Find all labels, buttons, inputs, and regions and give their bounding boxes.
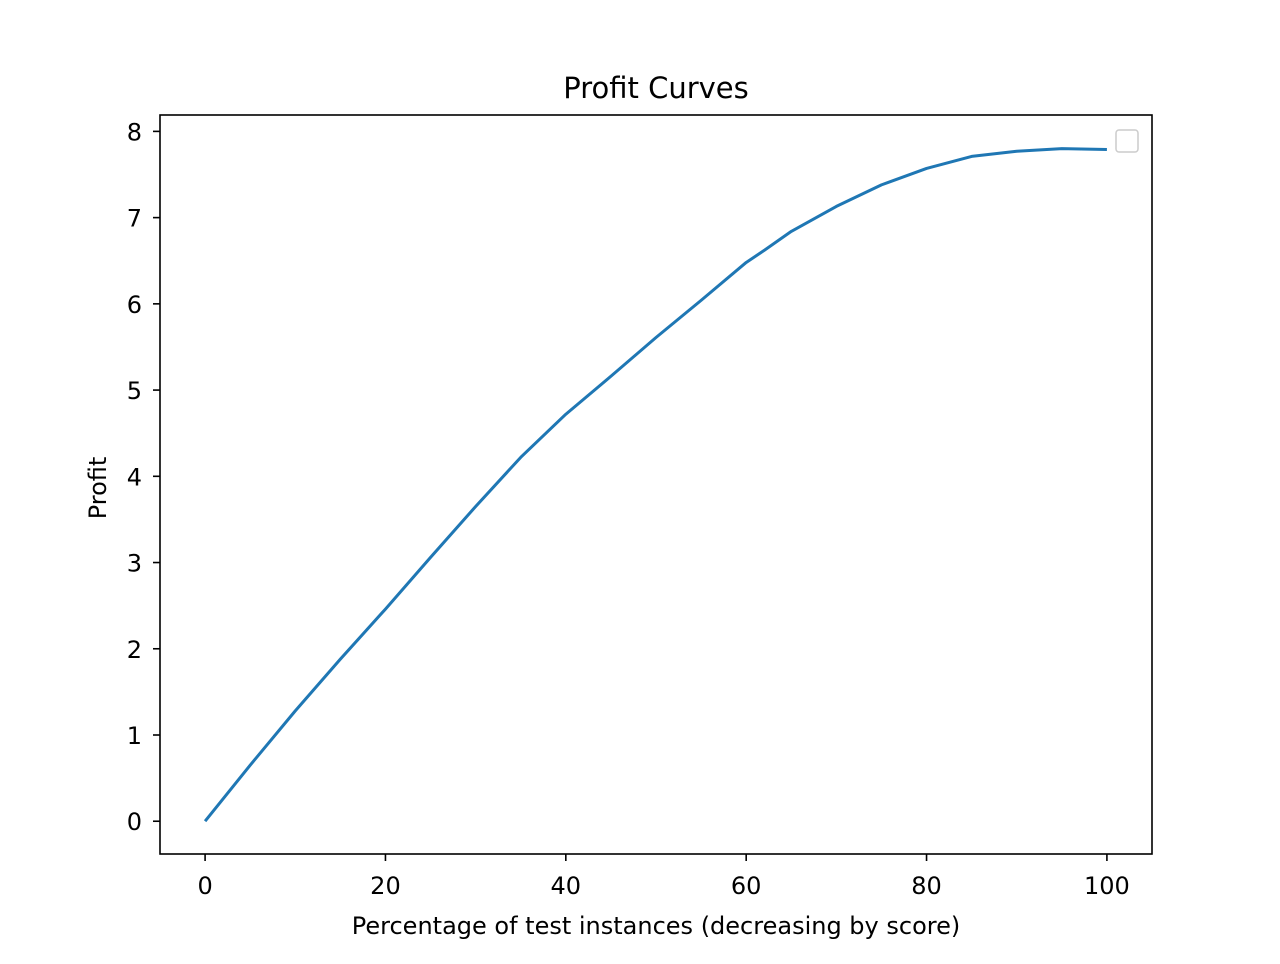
legend-box <box>1115 129 1139 153</box>
x-axis-label: Percentage of test instances (decreasing… <box>352 912 960 940</box>
y-axis-label: Profit <box>84 457 112 520</box>
x-tick-label: 80 <box>911 872 942 900</box>
x-tick-label: 100 <box>1084 872 1130 900</box>
y-tick-label: 4 <box>127 463 142 491</box>
y-tick-label: 3 <box>127 550 142 578</box>
y-tick-label: 0 <box>127 808 142 836</box>
plot-area <box>159 114 1153 855</box>
y-axis-ticks: 0 1 2 3 4 5 6 7 8 <box>127 118 160 836</box>
x-tick-label: 60 <box>731 872 762 900</box>
x-tick-label: 0 <box>197 872 212 900</box>
chart-title: Profit Curves <box>563 71 749 105</box>
y-tick-label: 5 <box>127 377 142 405</box>
y-tick-label: 6 <box>127 291 142 319</box>
x-tick-label: 20 <box>370 872 401 900</box>
y-tick-label: 8 <box>127 118 142 146</box>
y-tick-label: 1 <box>127 722 142 750</box>
axes-frame <box>159 114 1153 855</box>
x-tick-label: 40 <box>551 872 582 900</box>
x-axis-ticks: 0 20 40 60 80 100 <box>197 854 1130 900</box>
y-tick-label: 2 <box>127 636 142 664</box>
y-tick-label: 7 <box>127 205 142 233</box>
series-line-0 <box>203 147 1107 823</box>
